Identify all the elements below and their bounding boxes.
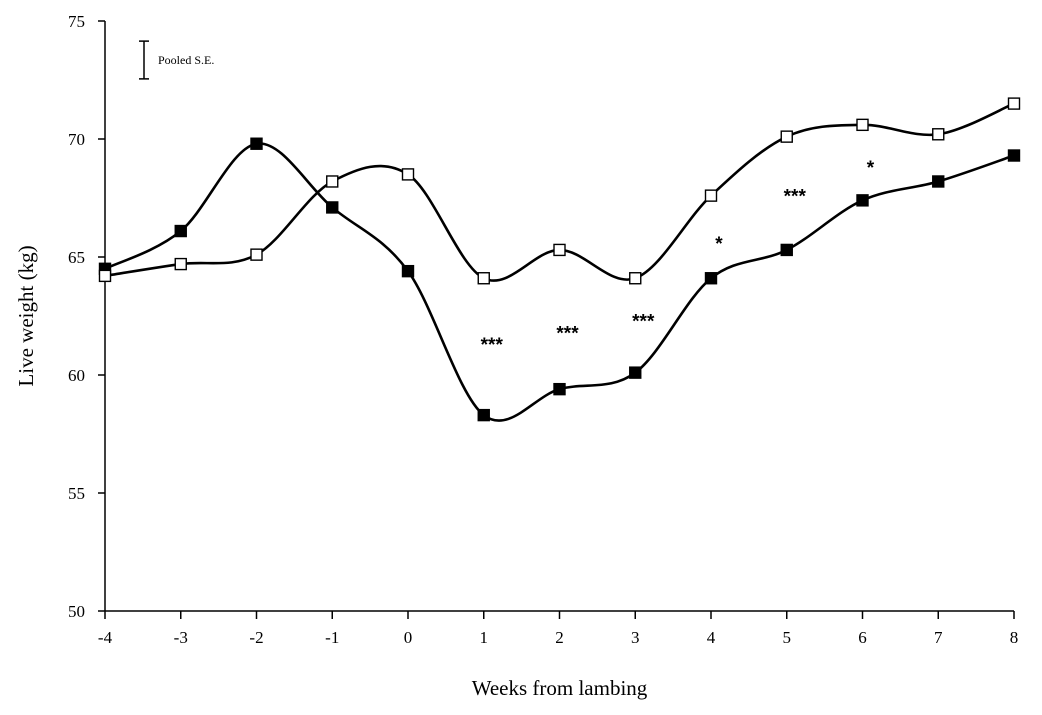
series-2-point (856, 118, 869, 132)
y-tick-label: 65 (68, 248, 85, 267)
legend-label: Pooled S.E. (158, 53, 214, 67)
series-2-point (704, 189, 718, 202)
series-1-point (704, 272, 718, 285)
x-tick-label: 1 (480, 628, 489, 647)
y-tick-label: 60 (68, 366, 85, 385)
series-2-point (401, 168, 415, 181)
significance-label: *** (632, 312, 655, 333)
significance-label: * (715, 234, 723, 255)
series-1-point (174, 224, 187, 238)
y-tick-label: 50 (68, 602, 85, 621)
series-2-point (250, 248, 263, 261)
y-tick-label: 75 (68, 12, 85, 31)
series-2-point (326, 175, 339, 188)
series-1-point (250, 137, 263, 150)
series-2-point (477, 272, 490, 285)
significance-label: * (867, 158, 875, 179)
x-tick-label: 5 (783, 628, 792, 647)
series-2-point (780, 130, 793, 143)
x-tick-label: 4 (707, 628, 716, 647)
axes: 50 55 60 65 70 75 -4 -3 -2 -1 0 1 2 3 4 5 6 7 8 (68, 12, 1018, 647)
series-2-point (932, 128, 945, 141)
x-tick-label: -4 (98, 628, 113, 647)
x-tick-label: 0 (404, 628, 413, 647)
series-2-point (1007, 97, 1021, 110)
x-tick-label: 3 (631, 628, 640, 647)
x-tick-label: 8 (1010, 628, 1019, 647)
series-1-point (856, 194, 869, 207)
series-1-point (932, 175, 945, 188)
series-2-point (629, 272, 642, 285)
y-ticks: 50 55 60 65 70 75 (68, 12, 105, 621)
series-2-point (553, 243, 566, 257)
series-1-point (401, 264, 415, 278)
y-tick-label: 70 (68, 130, 85, 149)
series-2-point (98, 269, 112, 283)
x-tick-label: 7 (934, 628, 943, 647)
y-tick-label: 55 (68, 484, 85, 503)
series-layer (98, 97, 1021, 422)
series-1-point (553, 382, 566, 396)
series-2-point (174, 257, 187, 271)
significance-label: *** (481, 335, 504, 356)
legend: Pooled S.E. (139, 40, 214, 80)
x-tick-label: 6 (858, 628, 867, 647)
significance-label: *** (556, 323, 579, 344)
x-tick-label: -1 (325, 628, 339, 647)
annotation-layer: ************** (481, 158, 875, 356)
series-1-point (1007, 149, 1021, 162)
series-1-point (629, 366, 642, 379)
series-1-point (780, 243, 793, 257)
series-1-point (326, 201, 339, 214)
x-tick-label: -3 (174, 628, 188, 647)
significance-label: *** (784, 187, 807, 208)
x-tick-label: -2 (249, 628, 263, 647)
x-tick-label: 2 (555, 628, 564, 647)
series-1-point (477, 408, 490, 422)
series-1-line (104, 142, 1015, 422)
x-axis-title: Weeks from lambing (472, 676, 648, 700)
x-ticks: -4 -3 -2 -1 0 1 2 3 4 5 6 7 8 (98, 611, 1018, 647)
y-axis-title: Live weight (kg) (14, 245, 38, 386)
